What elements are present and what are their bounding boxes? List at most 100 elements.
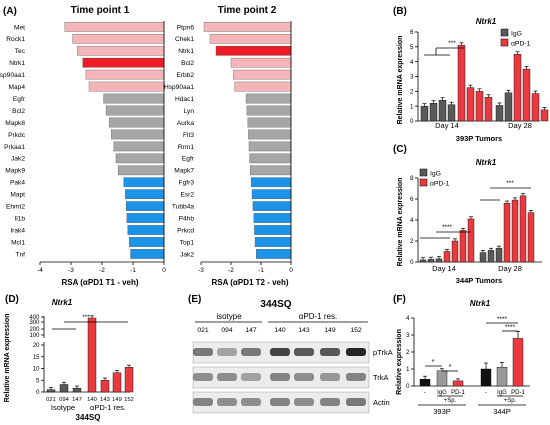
a1-x-tick-label: -3 xyxy=(68,267,74,274)
f-significance: **** xyxy=(505,324,516,331)
d-category-label: 094 xyxy=(59,397,69,403)
a2-category-label: Hsp90aa1 xyxy=(164,84,194,91)
e-lane-label: 143 xyxy=(298,327,310,334)
a1-category-label: Rock1 xyxy=(6,36,25,43)
a1-bar xyxy=(126,201,165,211)
e-lane-label: 152 xyxy=(350,327,362,334)
a2-bar xyxy=(246,105,292,116)
panel-a-xlabel: RSA (αPD1 T1 - veh) xyxy=(61,278,138,287)
e-band xyxy=(217,373,237,381)
f-bar xyxy=(480,368,492,387)
c-bar xyxy=(495,248,503,263)
a2-category-label: Fgfr3 xyxy=(179,180,195,187)
panel-c-label: (C) xyxy=(393,144,407,155)
d-y-tick-label: 400 xyxy=(29,315,40,321)
e-row-label: pTrkA xyxy=(373,348,393,357)
e-band xyxy=(270,398,290,406)
b-bar xyxy=(484,97,493,122)
a1-category-label: Ehmt2 xyxy=(6,204,25,211)
a2-bar xyxy=(256,249,292,259)
e-lane-label: 094 xyxy=(221,327,233,334)
a2-category-label: Hdac1 xyxy=(175,96,194,103)
a2-category-label: Top1 xyxy=(180,239,195,246)
b-bar xyxy=(438,100,447,122)
b-bar xyxy=(420,105,429,122)
a1-category-label: Irak4 xyxy=(10,227,25,234)
d-bar xyxy=(100,380,110,393)
b-y-tick-label: 1 xyxy=(410,103,414,110)
f-category-label: IgG xyxy=(437,390,447,396)
e-band xyxy=(294,348,314,356)
e-lane-label: 021 xyxy=(197,327,209,334)
a1-category-label: Tnf xyxy=(15,251,25,258)
a2-category-label: Ptpn6 xyxy=(177,24,195,31)
e-lane-label: 140 xyxy=(274,327,286,334)
a2-category-label: Erbb2 xyxy=(176,72,194,79)
a1-category-label: Ntrk1 xyxy=(9,60,25,67)
a2-category-label: Prkcd xyxy=(177,227,194,234)
b-legend-swatch xyxy=(500,38,509,47)
a2-category-label: Aurka xyxy=(177,120,195,127)
a2-bar xyxy=(254,225,292,235)
panel-c-xlabel: 344P Tumors xyxy=(456,276,502,285)
a1-category-label: Egfr xyxy=(13,96,26,103)
f-bar xyxy=(419,379,431,387)
c-significance: **** xyxy=(442,224,453,231)
f-group-label: 393P xyxy=(433,407,451,416)
e-band xyxy=(217,348,237,356)
panel-b-label: (B) xyxy=(393,6,407,17)
a2-category-label: Bcl2 xyxy=(181,60,194,67)
f-y-tick-label: 2 xyxy=(406,349,410,356)
a2-bar xyxy=(251,189,292,200)
a2-bar xyxy=(230,57,292,68)
d-category-label: 149 xyxy=(112,397,122,403)
e-row-label: TrkA xyxy=(373,373,389,382)
f-category-label: PD-1 xyxy=(451,390,465,396)
a1-category-label: Mapk9 xyxy=(5,168,25,175)
a1-category-label: Bcl2 xyxy=(12,108,25,115)
a2-bar xyxy=(247,117,292,128)
e-band xyxy=(270,373,290,381)
a1-category-label: Pak4 xyxy=(10,180,25,187)
d-bar xyxy=(46,389,56,393)
a2-bar xyxy=(233,69,292,80)
f-significance: * xyxy=(432,359,435,366)
a2-category-label: Mapk7 xyxy=(174,168,194,175)
a1-category-label: Mapt xyxy=(10,192,25,199)
b-bar xyxy=(540,109,549,122)
panel-d-label: (D) xyxy=(5,294,19,305)
c-bar xyxy=(479,252,487,263)
c-y-tick-label: 0 xyxy=(410,259,414,266)
f-bar xyxy=(512,338,524,387)
d-y-tick-label: 200 xyxy=(29,327,40,333)
f-category-label: - xyxy=(485,390,487,396)
a1-category-label: Il1b xyxy=(14,215,25,222)
e-band xyxy=(241,348,261,356)
a1-bar xyxy=(88,81,165,92)
f-category-label: IgG xyxy=(497,390,507,396)
c-bar xyxy=(503,202,511,263)
b-y-tick-label: 0 xyxy=(410,118,414,125)
e-band xyxy=(270,348,290,356)
d-bar xyxy=(112,372,122,393)
f-category-label: - xyxy=(424,390,426,396)
e-lane-label: 147 xyxy=(245,327,257,334)
a1-bar xyxy=(117,165,165,176)
a1-bar xyxy=(123,177,165,188)
a1-category-label: Prkdc xyxy=(8,132,26,139)
a2-bar xyxy=(245,93,292,104)
d-y-tick-label: 100 xyxy=(29,333,40,339)
b-bar xyxy=(522,68,531,122)
a1-category-label: Prkaa1 xyxy=(4,144,25,151)
e-band xyxy=(217,398,237,406)
c-y-tick-label: 6 xyxy=(410,196,414,203)
d-group-label: αPD-1 res. xyxy=(90,403,126,412)
e-band xyxy=(241,398,261,406)
e-band xyxy=(193,348,213,356)
d-y-tick-label: 15 xyxy=(33,355,40,361)
c-legend-label: IgG xyxy=(430,170,441,177)
a1-x-tick-label: -1 xyxy=(130,267,136,274)
b-bar xyxy=(429,102,438,122)
a2-bar xyxy=(203,22,292,32)
a1-bar xyxy=(111,129,165,140)
